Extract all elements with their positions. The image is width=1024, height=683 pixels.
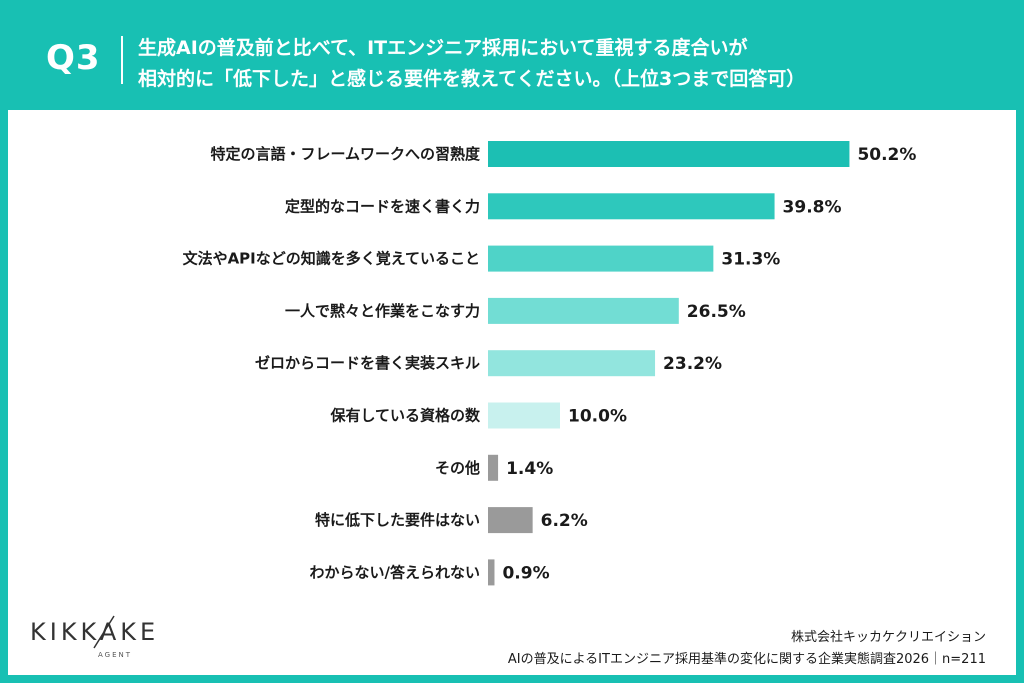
question-number: Q3 [46, 38, 101, 78]
logo-subtitle: AGENT [98, 651, 133, 659]
chart-panel: 特定の言語・フレームワークへの習熟度 50.2% 定型的なコードを速く書く力 39.8… [8, 110, 1016, 675]
bar [488, 454, 499, 481]
bar [488, 559, 495, 586]
category-label: わからない/答えられない [310, 563, 480, 581]
value-label: 39.8% [783, 197, 842, 217]
value-label: 26.5% [687, 302, 746, 322]
logo-wordmark: KIKKAKE [30, 618, 160, 646]
value-label: 50.2% [857, 145, 916, 165]
source-survey: AIの普及によるITエンジニア採用基準の変化に関する企業実態調査2026｜n=2… [507, 652, 986, 667]
value-label: 31.3% [721, 250, 780, 270]
question-text-line1: 生成AIの普及前と比べて、ITエンジニア採用において重視する度合いが [138, 37, 748, 59]
bar-chart: 特定の言語・フレームワークへの習熟度 50.2% 定型的なコードを速く書く力 39.8… [183, 141, 916, 586]
value-label: 23.2% [663, 354, 722, 374]
question-text-line2: 相対的に「低下した」と感じる要件を教えてください。（上位3つまで回答可） [138, 68, 806, 90]
value-label: 10.0% [568, 407, 627, 427]
value-label: 0.9% [502, 563, 549, 583]
category-label: ゼロからコードを書く実装スキル [255, 354, 480, 372]
category-label: 一人で黙々と作業をこなす力 [285, 302, 480, 320]
category-label: 保有している資格の数 [329, 407, 481, 425]
bar [488, 402, 560, 429]
bar [488, 507, 533, 534]
bar [488, 141, 850, 167]
category-label: 定型的なコードを速く書く力 [285, 197, 480, 215]
value-label: 6.2% [541, 511, 588, 531]
header-divider [121, 36, 123, 84]
source-company: 株式会社キッカケクリエイション [790, 630, 986, 645]
bar [488, 350, 656, 377]
kikkake-logo: KIKKAKE AGENT [30, 615, 190, 668]
bar [488, 193, 775, 220]
category-label: 文法やAPIなどの知識を多く覚えていること [183, 250, 480, 268]
value-label: 1.4% [506, 459, 553, 479]
header: Q3 生成AIの普及前と比べて、ITエンジニア採用において重視する度合いが 相対… [0, 0, 1024, 110]
bar [488, 245, 714, 272]
bar [488, 297, 679, 324]
logo-slash-mark [93, 615, 115, 649]
category-label: その他 [435, 459, 480, 477]
category-label: 特定の言語・フレームワークへの習熟度 [210, 145, 481, 163]
category-label: 特に低下した要件はない [315, 511, 480, 529]
